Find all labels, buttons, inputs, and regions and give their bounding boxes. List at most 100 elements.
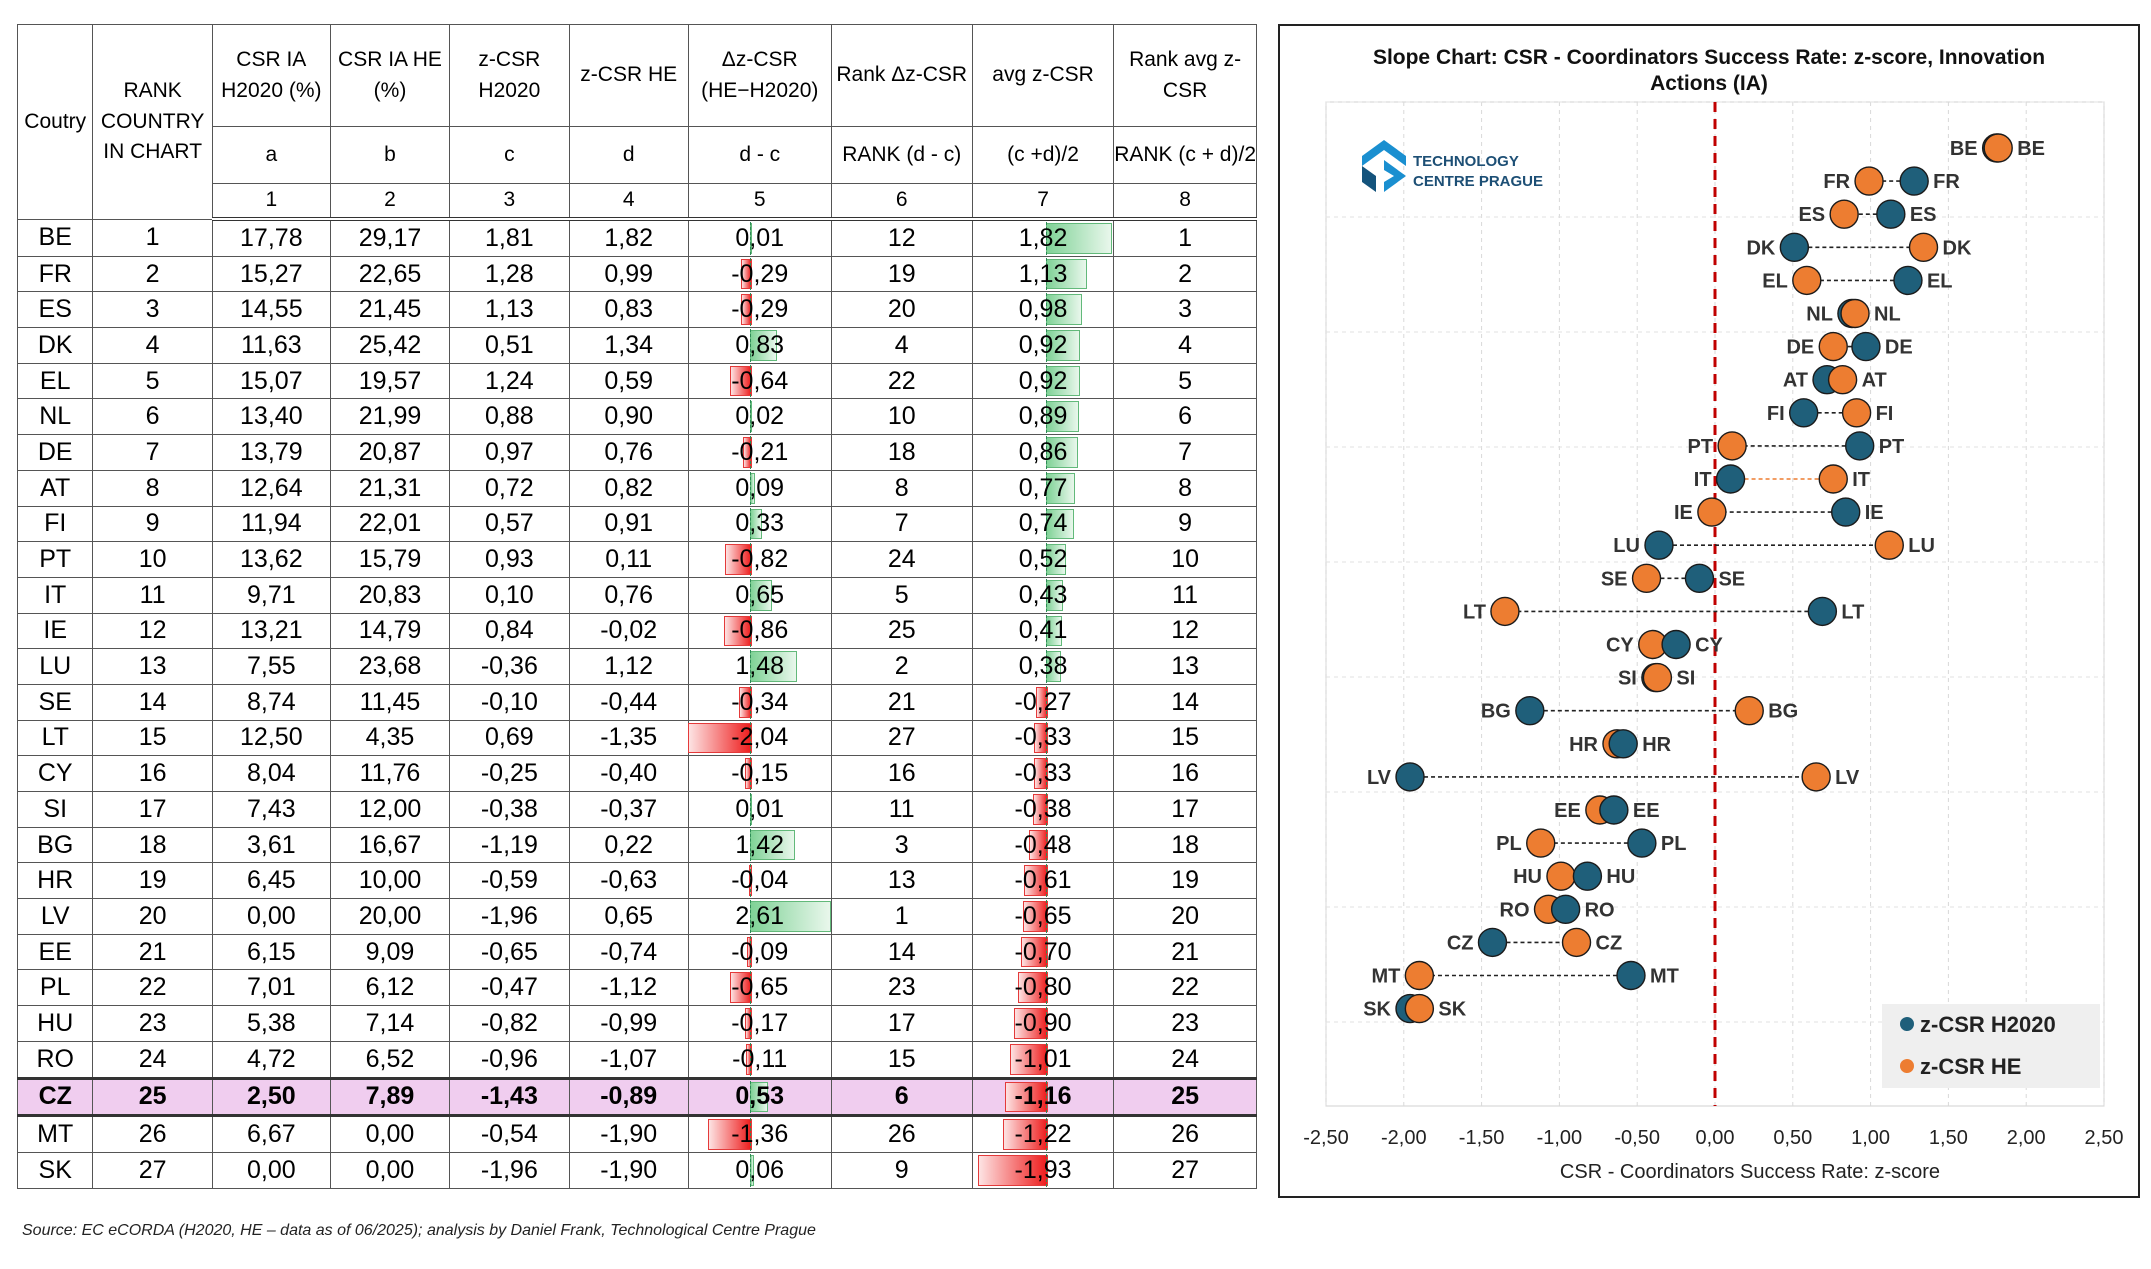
cell-zero-axis xyxy=(1045,935,1047,969)
cell-value: -0,33 xyxy=(1014,759,1072,788)
cell-b: 14,79 xyxy=(329,612,451,650)
cell-value: 1,42 xyxy=(735,830,785,859)
label-right-PT: PT xyxy=(1879,436,1905,458)
point-h2020-FR xyxy=(1899,166,1929,196)
cell-zero-axis xyxy=(1045,900,1047,933)
cell-rank: 16 xyxy=(92,755,213,792)
cell-a: 13,21 xyxy=(211,612,331,650)
cell-value: 0,52 xyxy=(1018,545,1068,574)
cell-zero-axis xyxy=(1045,1042,1047,1076)
cell-data-bar xyxy=(1034,758,1048,789)
tcp-logo-icon xyxy=(1362,140,1406,192)
cell-dz: 0,02 xyxy=(687,398,832,436)
table-row: BG 18 3,61 16,67 -1,19 0,22 1,42 3 -0,48 18 xyxy=(16,826,1257,864)
header-name-9: Rank avg z-CSR xyxy=(1113,24,1257,127)
cell-value: 0,89 xyxy=(1018,402,1068,431)
cell-country: CY xyxy=(16,755,94,792)
table-row: HR 19 6,45 10,00 -0,59 -0,63 -0,04 13 -0,61 19 xyxy=(16,862,1257,900)
cell-zero-axis xyxy=(1045,471,1047,505)
chart-title-line-2: Actions (IA) xyxy=(1650,72,1768,95)
cell-data-bar xyxy=(1045,437,1078,468)
cell-country: LV xyxy=(16,898,94,935)
tcp-logo: TECHNOLOGY CENTRE PRAGUE xyxy=(1362,140,1543,192)
table-row: DE 7 13,79 20,87 0,97 0,76 -0,21 18 0,86 7 xyxy=(16,434,1257,471)
cell-country: BE xyxy=(16,218,94,257)
table-row: FR 2 15,27 22,65 1,28 0,99 -0,29 19 1,13 2 xyxy=(16,255,1257,293)
cell-country: SI xyxy=(16,791,94,828)
cell-rank_dz: 10 xyxy=(830,398,973,436)
cell-zero-axis xyxy=(749,971,751,1005)
label-left-SI: SI xyxy=(1618,668,1637,690)
cell-a: 14,55 xyxy=(211,291,331,329)
cell-d: -0,63 xyxy=(568,862,689,900)
cell-b: 25,42 xyxy=(329,327,451,364)
cell-data-bar xyxy=(1010,1043,1048,1075)
cell-rank_dz: 24 xyxy=(830,541,973,578)
legend: z-CSR H2020 z-CSR HE xyxy=(1882,1004,2100,1088)
cell-dz: -0,15 xyxy=(687,755,832,792)
cell-zero-axis xyxy=(749,257,751,291)
label-left-RO: RO xyxy=(1500,899,1530,921)
cell-avg: -0,61 xyxy=(971,862,1115,900)
label-right-DK: DK xyxy=(1943,237,1972,259)
cell-rank_dz: 15 xyxy=(830,1040,973,1079)
cell-rank: 27 xyxy=(92,1151,213,1189)
cell-country: FR xyxy=(16,255,94,293)
cell-b: 23,68 xyxy=(329,648,451,685)
header-1: RANK COUNTRY IN CHART xyxy=(92,24,213,220)
cell-dz: 0,01 xyxy=(687,791,832,828)
cell-dz: -0,09 xyxy=(687,933,832,971)
cell-value: -0,33 xyxy=(1014,723,1072,752)
cell-d: 0,76 xyxy=(568,434,689,471)
table-row: MT 26 6,67 0,00 -0,54 -1,90 -1,36 26 -1,22 26 xyxy=(16,1115,1257,1153)
cell-avg: 0,92 xyxy=(971,327,1115,364)
cell-rank: 10 xyxy=(92,541,213,578)
table-row: CY 16 8,04 11,76 -0,25 -0,40 -0,15 16 -0,33 16 xyxy=(16,755,1257,792)
cell-zero-axis xyxy=(1045,685,1047,719)
cell-data-bar xyxy=(1034,722,1048,754)
cell-d: -0,37 xyxy=(568,791,689,828)
cell-a: 6,45 xyxy=(211,862,331,900)
table-row: PL 22 7,01 6,12 -0,47 -1,12 -0,65 23 -0,80 22 xyxy=(16,969,1257,1007)
cell-value: -1,36 xyxy=(731,1120,789,1149)
label-right-BG: BG xyxy=(1768,701,1798,723)
header-name-3: CSR IA HE (%) xyxy=(329,24,451,127)
header-index-5: 4 xyxy=(568,183,689,221)
logo-line-2: CENTRE PRAGUE xyxy=(1413,173,1543,190)
cell-zero-axis xyxy=(749,400,751,434)
cell-avg: -1,22 xyxy=(971,1115,1115,1153)
cell-rank: 25 xyxy=(92,1076,213,1118)
cell-country: RO xyxy=(16,1040,94,1079)
cell-rank_dz: 8 xyxy=(830,469,973,507)
point-h2020-HU xyxy=(1572,861,1603,891)
label-left-PT: PT xyxy=(1688,436,1714,458)
header-formula-3: b xyxy=(329,126,451,184)
point-he-LU xyxy=(1874,530,1904,560)
cell-rank: 8 xyxy=(92,469,213,507)
cell-dz: 1,48 xyxy=(687,648,832,685)
cell-d: -0,40 xyxy=(568,755,689,792)
legend-marker-he xyxy=(1900,1059,1914,1073)
cell-value: 0,38 xyxy=(1018,652,1068,681)
cell-dz: -0,64 xyxy=(687,362,832,400)
cell-dz: 0,65 xyxy=(687,576,832,614)
x-tick-label: -1,50 xyxy=(1459,1127,1505,1149)
cell-d: 1,34 xyxy=(568,327,689,364)
cell-zero-axis xyxy=(1045,257,1047,291)
point-h2020-LT xyxy=(1807,596,1838,627)
table-header: Coutry RANK COUNTRY IN CHART CSR IA H2020 … xyxy=(16,24,1257,221)
cell-dz: 1,42 xyxy=(687,826,832,864)
cell-zero-axis xyxy=(1045,329,1047,362)
header-index-8: 7 xyxy=(971,183,1115,221)
cell-value: -1,22 xyxy=(1014,1120,1072,1149)
cell-data-bar xyxy=(739,686,752,718)
label-left-FI: FI xyxy=(1767,403,1785,425)
cell-d: 1,12 xyxy=(568,648,689,685)
cell-rank: 14 xyxy=(92,683,213,721)
cell-data-bar xyxy=(1045,472,1075,504)
label-right-RO: RO xyxy=(1585,899,1615,921)
cell-value: -0,11 xyxy=(732,1044,788,1073)
cell-value: 0,41 xyxy=(1018,616,1068,645)
cell-d: -1,35 xyxy=(568,719,689,757)
cell-rank_dz: 19 xyxy=(830,255,973,293)
